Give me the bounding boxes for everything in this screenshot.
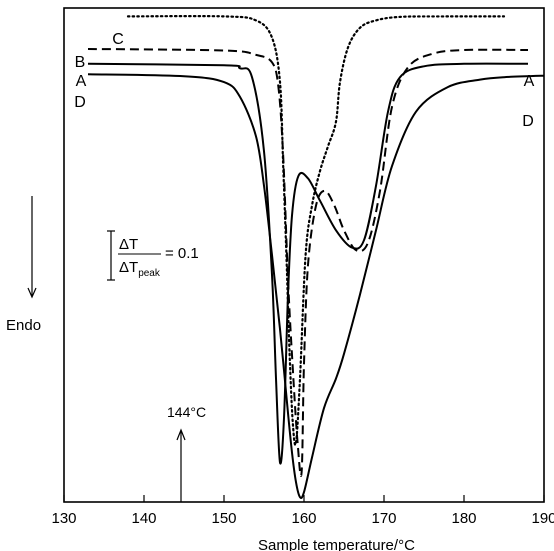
x-axis-label: Sample temperature/°C: [258, 537, 415, 551]
scale-bar-numerator: ΔT: [119, 236, 138, 253]
scale-bar-value: = 0.1: [165, 245, 199, 262]
x-tick-label-190: 190: [531, 510, 554, 527]
plot-frame: [63, 7, 545, 503]
curve-label-a-left: A: [76, 73, 87, 90]
scale-bar-annotation: ΔT ΔTpeak = 0.1: [107, 230, 199, 281]
temperature-marker: [176, 428, 186, 502]
x-tick-label-130: 130: [51, 510, 76, 527]
curves: [87, 14, 545, 499]
curve-label-d-right: D: [522, 113, 534, 130]
x-tick-label-140: 140: [131, 510, 156, 527]
temperature-marker-label: 144°C: [167, 404, 206, 420]
scale-bar-denominator: ΔTpeak: [119, 259, 161, 279]
curve-label-c-left: C: [112, 31, 124, 48]
curve-a: [87, 62, 529, 465]
curve-b: [87, 48, 529, 477]
curve-c: [126, 14, 506, 446]
y-axis-label: Endo: [6, 317, 41, 334]
x-tick-label-180: 180: [451, 510, 476, 527]
x-tick-label-150: 150: [211, 510, 236, 527]
curve-label-a-right: A: [524, 73, 535, 90]
x-tick-label-160: 160: [291, 510, 316, 527]
endo-arrow: [27, 196, 37, 299]
x-ticks: 130 140 150 160 170 180 190: [51, 495, 554, 527]
curve-label-d-left: D: [74, 94, 86, 111]
x-tick-label-170: 170: [371, 510, 396, 527]
curve-d: [87, 73, 545, 499]
curve-label-b-left: B: [75, 54, 86, 71]
